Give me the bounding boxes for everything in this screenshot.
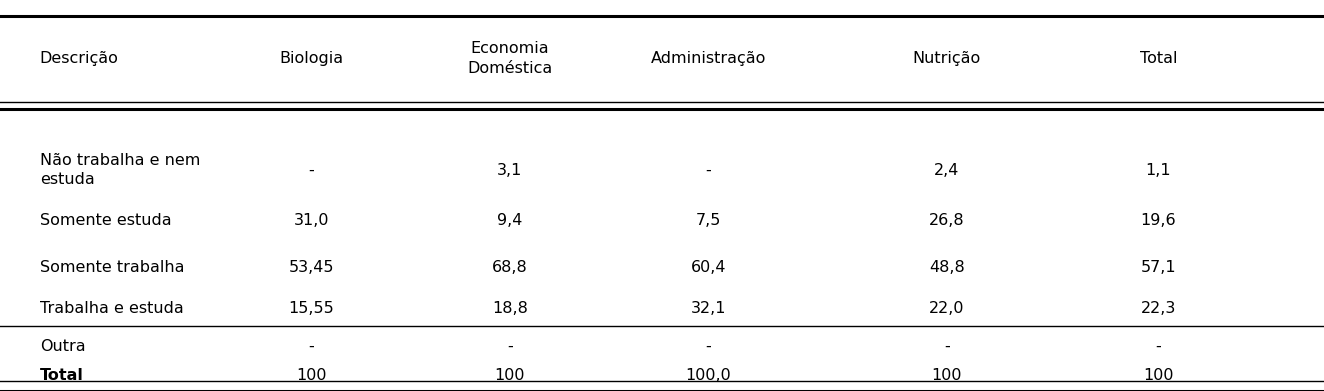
Text: 60,4: 60,4 bbox=[691, 260, 726, 275]
Text: 48,8: 48,8 bbox=[928, 260, 965, 275]
Text: 19,6: 19,6 bbox=[1141, 213, 1176, 228]
Text: Biologia: Biologia bbox=[279, 51, 343, 66]
Text: Somente trabalha: Somente trabalha bbox=[40, 260, 184, 275]
Text: 53,45: 53,45 bbox=[289, 260, 334, 275]
Text: Somente estuda: Somente estuda bbox=[40, 213, 171, 228]
Text: 9,4: 9,4 bbox=[496, 213, 523, 228]
Text: -: - bbox=[507, 339, 512, 353]
Text: Economia
Doméstica: Economia Doméstica bbox=[467, 41, 552, 76]
Text: 100: 100 bbox=[931, 368, 963, 383]
Text: -: - bbox=[706, 163, 711, 178]
Text: Total: Total bbox=[40, 368, 83, 383]
Text: 15,55: 15,55 bbox=[289, 301, 334, 316]
Text: -: - bbox=[308, 339, 314, 353]
Text: Não trabalha e nem
estuda: Não trabalha e nem estuda bbox=[40, 152, 200, 188]
Text: Descrição: Descrição bbox=[40, 51, 119, 66]
Text: 22,3: 22,3 bbox=[1141, 301, 1176, 316]
Text: Trabalha e estuda: Trabalha e estuda bbox=[40, 301, 184, 316]
Text: 2,4: 2,4 bbox=[933, 163, 960, 178]
Text: 100: 100 bbox=[295, 368, 327, 383]
Text: -: - bbox=[308, 163, 314, 178]
Text: Total: Total bbox=[1140, 51, 1177, 66]
Text: Administração: Administração bbox=[650, 51, 767, 66]
Text: 18,8: 18,8 bbox=[491, 301, 528, 316]
Text: 68,8: 68,8 bbox=[491, 260, 528, 275]
Text: 1,1: 1,1 bbox=[1145, 163, 1172, 178]
Text: 7,5: 7,5 bbox=[695, 213, 722, 228]
Text: -: - bbox=[944, 339, 949, 353]
Text: 57,1: 57,1 bbox=[1141, 260, 1176, 275]
Text: 3,1: 3,1 bbox=[496, 163, 523, 178]
Text: 32,1: 32,1 bbox=[691, 301, 726, 316]
Text: 100: 100 bbox=[494, 368, 526, 383]
Text: Outra: Outra bbox=[40, 339, 85, 353]
Text: 100: 100 bbox=[1143, 368, 1174, 383]
Text: 100,0: 100,0 bbox=[686, 368, 731, 383]
Text: 26,8: 26,8 bbox=[929, 213, 964, 228]
Text: 22,0: 22,0 bbox=[929, 301, 964, 316]
Text: -: - bbox=[1156, 339, 1161, 353]
Text: -: - bbox=[706, 339, 711, 353]
Text: 31,0: 31,0 bbox=[294, 213, 328, 228]
Text: Nutrição: Nutrição bbox=[912, 51, 981, 66]
